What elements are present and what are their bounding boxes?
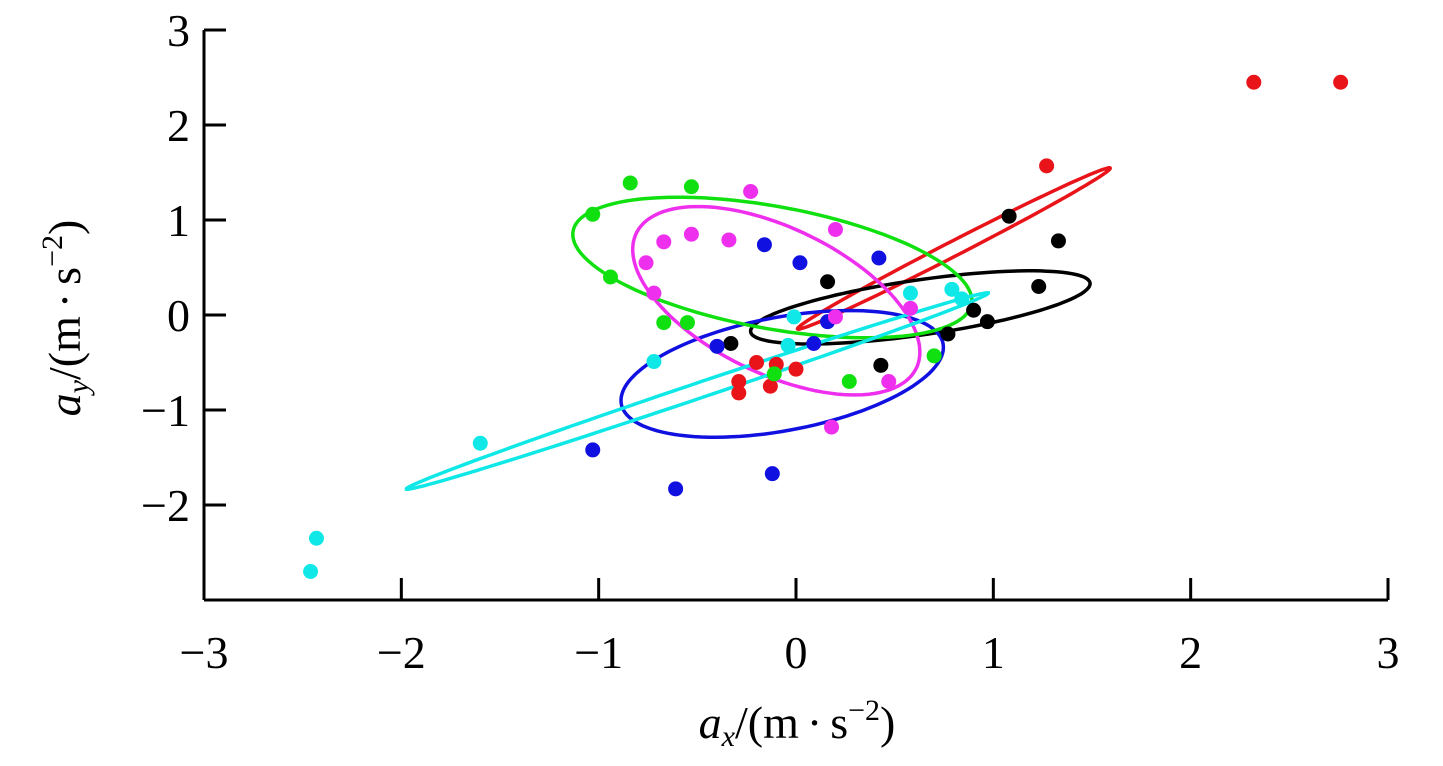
series-2-point: [709, 338, 725, 354]
series-2-point: [792, 255, 808, 271]
series-4-point: [766, 366, 782, 382]
series-3-point: [638, 255, 654, 271]
series-3-point: [721, 232, 737, 248]
series-0-point: [1333, 74, 1349, 90]
series-1-point: [979, 314, 995, 330]
series-5-ellipse: [404, 291, 991, 491]
series-1-point: [1050, 233, 1066, 249]
series-5-point: [646, 354, 662, 370]
series-3-point: [646, 285, 662, 301]
x-tick-label: 2: [1179, 627, 1202, 678]
series-1-point: [966, 302, 982, 318]
series-0-point: [762, 378, 778, 394]
series-3-point: [683, 226, 699, 242]
series-1-ellipse: [748, 269, 1092, 346]
series-0-point: [1039, 158, 1055, 174]
series-4-point: [585, 206, 601, 222]
series-3-point: [824, 419, 840, 435]
axes: −3 −2 −1 0 1 2 3 −2 −1 0 1 2 3: [141, 5, 1399, 678]
series-2-point: [585, 442, 601, 458]
series-2-point: [764, 466, 780, 482]
y-axis-title: ay/(m·s−2): [36, 220, 95, 417]
series-4-point: [679, 315, 695, 331]
series-4-point: [622, 175, 638, 191]
series-4-point: [841, 374, 857, 389]
series-2-point: [756, 237, 772, 253]
x-tick-label: −2: [377, 627, 426, 678]
x-tick-label: 1: [982, 627, 1005, 678]
series-0-point: [788, 361, 804, 377]
x-axis-title: ax/(m · s−2): [699, 694, 896, 753]
series-2-point: [871, 250, 887, 266]
series-3-point: [881, 374, 897, 389]
x-tick-label: −1: [574, 627, 623, 678]
series-5-point: [308, 530, 324, 546]
series-4-point: [603, 269, 619, 285]
series-3-point: [743, 184, 759, 199]
series-0-point: [731, 374, 747, 389]
series-1-point: [1001, 208, 1017, 224]
series-1-point: [723, 336, 739, 351]
series-4-point: [926, 348, 942, 364]
y-tick-label: 3: [167, 5, 190, 56]
series-3-point: [827, 309, 843, 325]
y-tick-label: 2: [167, 100, 190, 151]
series-1-point: [1031, 279, 1047, 294]
y-tick-label: −1: [141, 385, 190, 436]
series-0-ellipse: [795, 166, 1113, 331]
series-2-point: [806, 336, 822, 351]
series-3-point: [827, 222, 843, 237]
series-5-point: [902, 285, 918, 301]
confidence-ellipses: [404, 166, 1113, 491]
series-4-point: [683, 179, 699, 195]
series-0-point: [749, 355, 765, 370]
series-3-point: [656, 234, 672, 250]
x-tick-label: 3: [1377, 627, 1400, 678]
y-tick-label: −2: [141, 480, 190, 531]
series-5-point: [944, 281, 960, 297]
series-4-point: [656, 315, 672, 331]
data-points: [303, 74, 1349, 579]
series-1-point: [940, 326, 956, 342]
x-tick-label: 0: [785, 627, 808, 678]
x-tick-label: −3: [180, 627, 229, 678]
series-0-point: [731, 385, 747, 401]
y-tick-label: 0: [167, 290, 190, 341]
series-5-point: [472, 435, 488, 451]
series-5-point: [303, 564, 319, 579]
series-5-point: [954, 291, 970, 307]
series-0-point: [1246, 74, 1262, 90]
series-1-point: [873, 357, 889, 373]
y-tick-label: 1: [167, 195, 190, 246]
series-5-point: [780, 337, 796, 353]
series-2-point: [668, 481, 684, 497]
series-5-point: [786, 309, 802, 325]
series-1-point: [820, 274, 836, 290]
series-3-point: [902, 300, 918, 316]
series-4-ellipse: [571, 195, 974, 340]
